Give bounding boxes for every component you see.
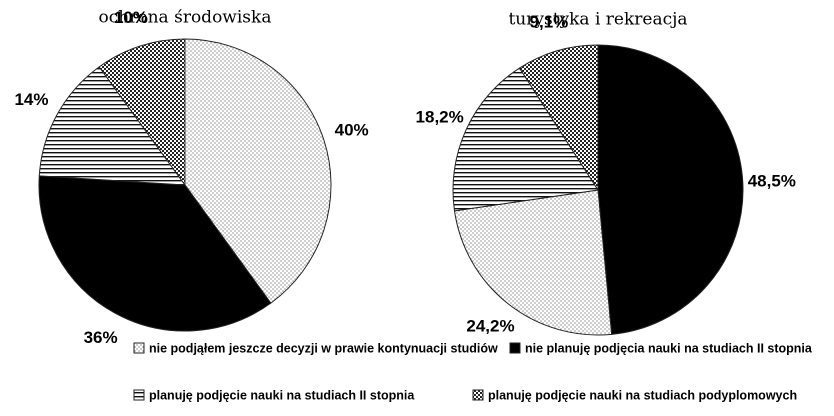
legend-swatch bbox=[133, 342, 145, 354]
pie-slice bbox=[452, 67, 599, 212]
chart-title: ochrona środowiska bbox=[99, 8, 272, 28]
value-label: 24,2% bbox=[466, 316, 514, 335]
pie-slice bbox=[518, 44, 599, 192]
value-label: 14% bbox=[14, 90, 48, 109]
pie-slice bbox=[38, 66, 187, 186]
legend-label: planuję podjęcie nauki na studiach podyp… bbox=[488, 388, 797, 402]
value-label: 48,5% bbox=[748, 171, 796, 190]
chart-title: turystyka i rekreacja bbox=[508, 10, 687, 30]
legend-swatch bbox=[133, 389, 145, 401]
pie-slice bbox=[453, 189, 613, 336]
legend-swatch bbox=[472, 389, 484, 401]
legend-swatch bbox=[509, 342, 521, 354]
legend-label: nie podjąłem jeszcze decyzji w prawie ko… bbox=[149, 341, 498, 355]
value-label: 40% bbox=[335, 120, 369, 139]
legend-label: nie planuję podjęcia nauki na studiach I… bbox=[525, 341, 813, 355]
legend-label: planuję podjęcie nauki na studiach II st… bbox=[149, 388, 415, 402]
value-label: 36% bbox=[84, 328, 118, 347]
pie-slice bbox=[597, 44, 744, 335]
pie-slice bbox=[98, 38, 186, 187]
value-label: 9,1% bbox=[530, 13, 569, 32]
value-label: 18,2% bbox=[416, 107, 464, 126]
pie-slice bbox=[184, 38, 332, 304]
pie-slice bbox=[38, 175, 272, 332]
value-label: 10% bbox=[114, 8, 148, 27]
